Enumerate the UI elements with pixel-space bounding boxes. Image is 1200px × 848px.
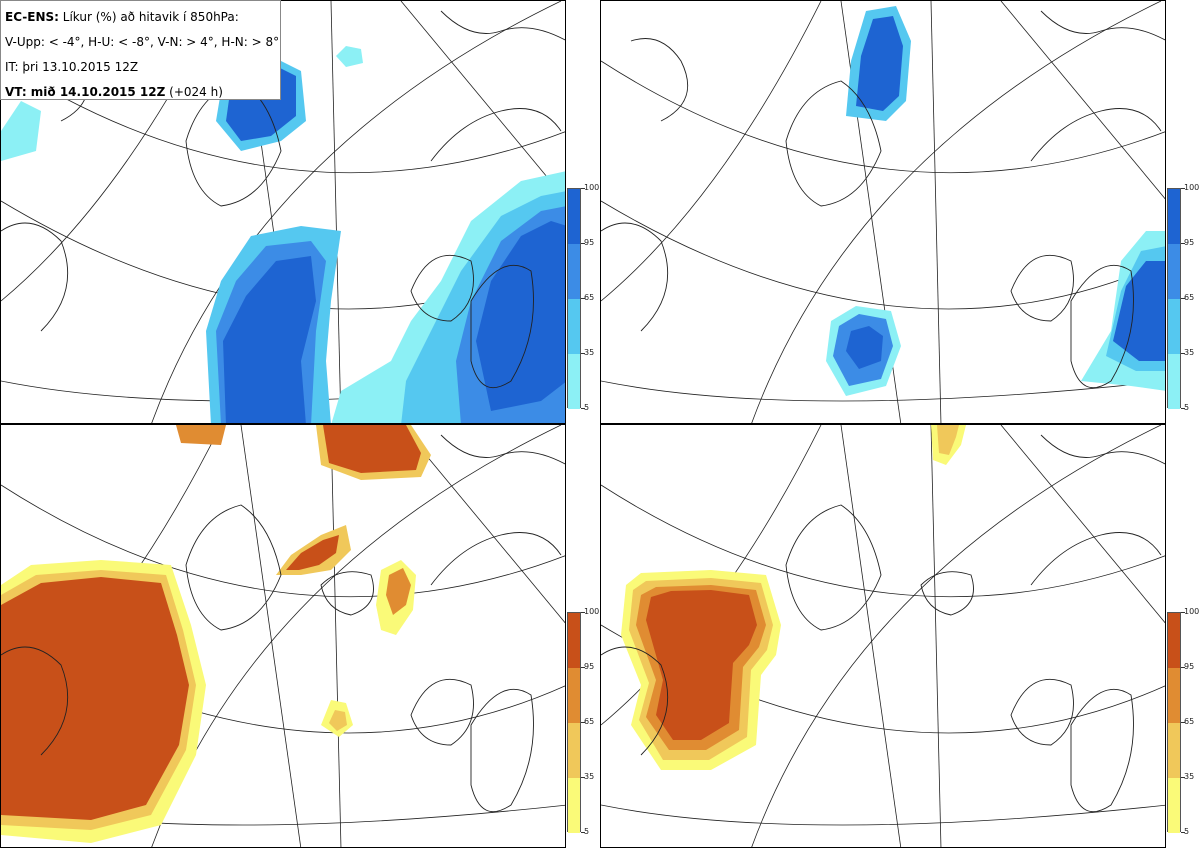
colorbar-cold-left (567, 188, 581, 409)
info-legend-box: EC-ENS: Líkur (%) að hitavik í 850hPa: V… (0, 0, 281, 100)
colorbar-tick-mark (581, 722, 585, 723)
info-title-bold: EC-ENS: (5, 10, 59, 24)
colorbar-tick-mark (1181, 408, 1185, 409)
colorbar-tick-label: 35 (584, 348, 595, 357)
probability-area-west (206, 226, 341, 423)
colorbar-tick-label: 65 (1184, 717, 1195, 726)
map-panel-v-n (0, 424, 566, 848)
coastlines (601, 434, 1165, 813)
map-panel-h-n (600, 424, 1166, 848)
colorbar-segment (1168, 723, 1180, 778)
colorbar-tick-label: 35 (1184, 348, 1195, 357)
colorbar-tick-label: 5 (584, 403, 590, 412)
info-title-text: Líkur (%) að hitavik í 850hPa: (62, 10, 239, 24)
colorbar-tick-label: 65 (584, 293, 595, 302)
info-valid-time-offset: (+024 h) (169, 85, 223, 99)
colorbar-segment (568, 189, 580, 244)
map-v-n-svg (1, 425, 565, 847)
colorbar-tick-label: 100 (1184, 183, 1200, 192)
info-title-line: EC-ENS: Líkur (%) að hitavik í 850hPa: (5, 5, 280, 30)
colorbar-tick-label: 95 (584, 662, 595, 671)
colorbar-tick-label: 5 (584, 827, 590, 836)
colorbar-tick-mark (1181, 832, 1185, 833)
colorbar-warm-left (567, 612, 581, 833)
map-panel-h-u (600, 0, 1166, 424)
colorbar-tick-label: 35 (1184, 772, 1195, 781)
colorbar-tick-mark (581, 243, 585, 244)
probability-area-north (931, 425, 966, 465)
colorbar-tick-label: 65 (1184, 293, 1195, 302)
colorbar-warm-right (1167, 612, 1181, 833)
colorbar-tick-mark (581, 408, 585, 409)
coastlines (1, 434, 565, 813)
coastlines (601, 10, 1165, 389)
map-h-n-svg (601, 425, 1165, 847)
colorbar-tick-mark (1181, 777, 1185, 778)
colorbar-tick-label: 35 (584, 772, 595, 781)
colorbar-segment (568, 613, 580, 668)
colorbar-segment (568, 244, 580, 299)
colorbar-tick-mark (581, 188, 585, 189)
info-valid-time-line: VT: mið 14.10.2015 12Z (+024 h) (5, 80, 280, 105)
colorbar-tick-mark (581, 777, 585, 778)
colorbar-segment (1168, 354, 1180, 409)
probability-area-north (176, 425, 431, 737)
colorbar-tick-mark (581, 832, 585, 833)
probability-area-center (826, 306, 901, 396)
colorbar-tick-mark (1181, 353, 1185, 354)
colorbar-segment (1168, 299, 1180, 354)
probability-area-west (621, 570, 781, 770)
colorbar-tick-label: 95 (1184, 238, 1195, 247)
colorbar-tick-mark (1181, 612, 1185, 613)
colorbar-tick-label: 95 (584, 238, 595, 247)
colorbar-tick-mark (1181, 243, 1185, 244)
colorbar-tick-mark (581, 667, 585, 668)
colorbar-segment (1168, 668, 1180, 723)
colorbar-tick-label: 100 (584, 183, 600, 192)
probability-area-north (846, 6, 911, 121)
colorbar-segment (1168, 244, 1180, 299)
colorbar-tick-label: 100 (584, 607, 600, 616)
colorbar-tick-label: 65 (584, 717, 595, 726)
map-h-u-svg (601, 1, 1165, 423)
colorbar-segment (568, 354, 580, 409)
colorbar-tick-mark (581, 612, 585, 613)
colorbar-segment (1168, 778, 1180, 833)
coastlines (1, 10, 565, 389)
colorbar-segment (1168, 613, 1180, 668)
colorbar-tick-mark (581, 353, 585, 354)
colorbar-cold-right (1167, 188, 1181, 409)
colorbar-segment (568, 723, 580, 778)
probability-area-east (331, 171, 565, 423)
probability-area-east (1081, 231, 1165, 391)
colorbar-tick-label: 5 (1184, 403, 1190, 412)
info-initial-time: IT: þri 13.10.2015 12Z (5, 60, 139, 74)
colorbar-segment (568, 778, 580, 833)
colorbar-segment (568, 668, 580, 723)
colorbar-segment (568, 299, 580, 354)
colorbar-tick-mark (581, 298, 585, 299)
colorbar-tick-label: 95 (1184, 662, 1195, 671)
colorbar-tick-label: 5 (1184, 827, 1190, 836)
colorbar-tick-mark (1181, 722, 1185, 723)
colorbar-tick-label: 100 (1184, 607, 1200, 616)
colorbar-tick-mark (1181, 667, 1185, 668)
colorbar-tick-mark (1181, 298, 1185, 299)
probability-area-west (1, 560, 206, 843)
colorbar-tick-mark (1181, 188, 1185, 189)
info-valid-time-bold: VT: mið 14.10.2015 12Z (5, 85, 166, 99)
colorbar-segment (1168, 189, 1180, 244)
info-thresholds: V-Upp: < -4°, H-U: < -8°, V-N: > 4°, H-N… (5, 35, 280, 49)
